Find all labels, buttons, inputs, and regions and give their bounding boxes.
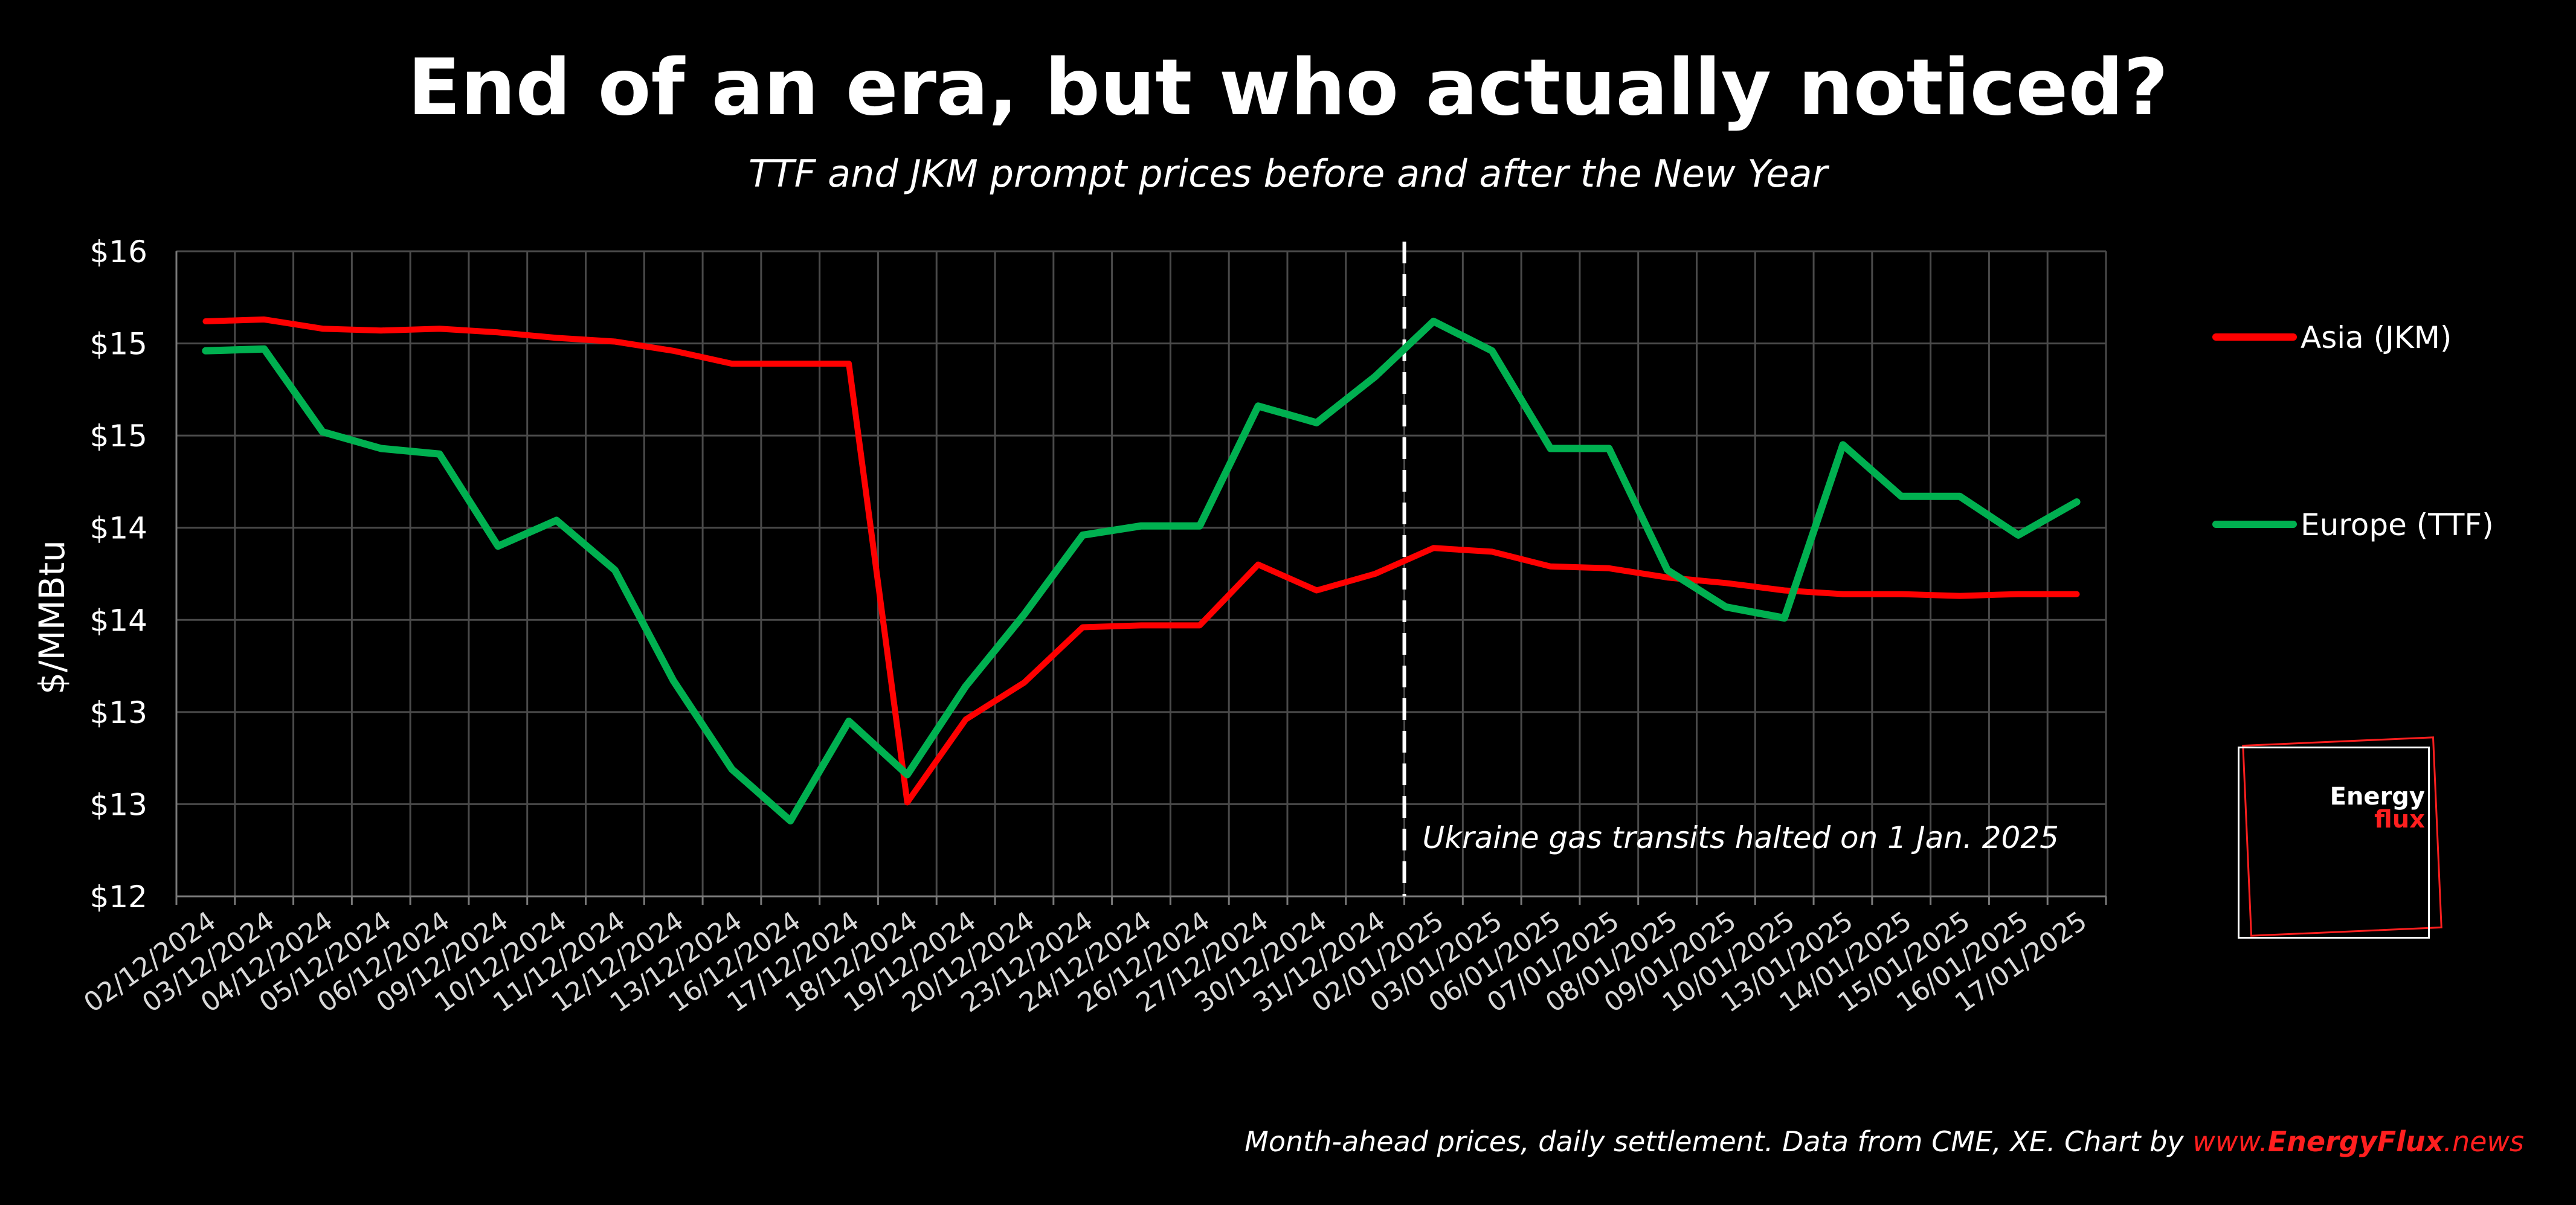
footer-link[interactable]: www.EnergyFlux.news bbox=[2192, 1125, 2524, 1158]
footer-source-note: Month-ahead prices, daily settlement. Da… bbox=[1245, 1125, 2524, 1158]
y-tick-label: $15 bbox=[90, 419, 147, 454]
y-axis-ticks: $12 $13 $13 $14 $14 $15 $15 $16 bbox=[90, 234, 147, 914]
series-line-europe-ttf bbox=[202, 318, 2081, 824]
y-tick-label: $13 bbox=[90, 695, 147, 730]
energyflux-logo: Energy flux bbox=[2238, 736, 2442, 939]
x-axis-ticks: 02/12/202403/12/202404/12/202405/12/2024… bbox=[79, 905, 2093, 1018]
legend: Asia (JKM) Europe (TTF) bbox=[2212, 320, 2494, 542]
y-tick-label: $16 bbox=[90, 234, 147, 269]
annotation-text: Ukraine gas transits halted on 1 Jan. 20… bbox=[1423, 820, 2059, 855]
footer-link-brand: EnergyFlux bbox=[2267, 1125, 2444, 1158]
y-tick-label: $13 bbox=[90, 787, 147, 822]
footer-link-prefix: www. bbox=[2192, 1125, 2268, 1158]
logo-word-energy: Energy bbox=[2330, 783, 2425, 811]
y-tick-label: $14 bbox=[90, 511, 147, 546]
legend-label: Europe (TTF) bbox=[2301, 507, 2494, 542]
logo-white-frame bbox=[2238, 747, 2430, 939]
grid bbox=[176, 250, 2107, 898]
logo-word-flux: flux bbox=[2374, 806, 2425, 834]
legend-label: Asia (JKM) bbox=[2301, 320, 2452, 355]
y-axis-label: $/MMBtu bbox=[31, 540, 72, 695]
series-line-asia-jkm bbox=[202, 316, 2080, 806]
footer-link-suffix: .news bbox=[2443, 1125, 2524, 1158]
y-tick-label: $14 bbox=[90, 603, 147, 638]
chart-title: End of an era, but who actually noticed? bbox=[407, 43, 2169, 133]
y-tick-label: $15 bbox=[90, 327, 147, 362]
series-lines bbox=[202, 316, 2081, 824]
y-tick-label: $12 bbox=[90, 879, 147, 914]
footer-text: Month-ahead prices, daily settlement. Da… bbox=[1245, 1125, 2193, 1158]
axes bbox=[175, 242, 2107, 905]
chart-subtitle: TTF and JKM prompt prices before and aft… bbox=[749, 152, 1827, 196]
